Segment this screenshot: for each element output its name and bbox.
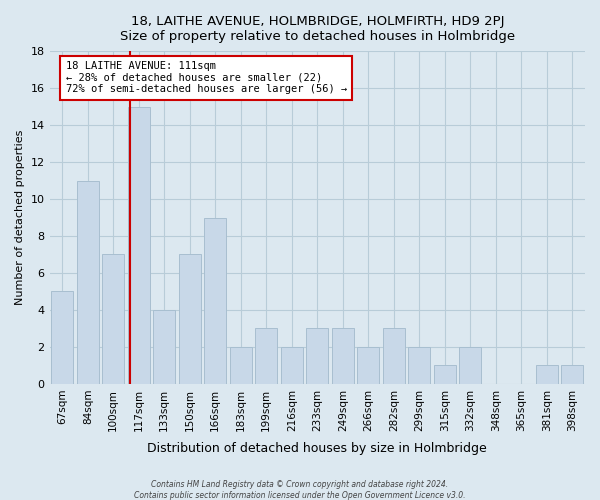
Bar bbox=[256, 328, 277, 384]
Bar bbox=[230, 347, 251, 384]
Bar bbox=[434, 366, 455, 384]
Text: 18 LAITHE AVENUE: 111sqm
← 28% of detached houses are smaller (22)
72% of semi-d: 18 LAITHE AVENUE: 111sqm ← 28% of detach… bbox=[65, 61, 347, 94]
Bar bbox=[358, 347, 379, 384]
Bar bbox=[307, 328, 328, 384]
Y-axis label: Number of detached properties: Number of detached properties bbox=[15, 130, 25, 305]
Bar bbox=[281, 347, 302, 384]
Bar bbox=[52, 292, 73, 384]
Bar bbox=[205, 218, 226, 384]
Bar bbox=[103, 254, 124, 384]
Bar bbox=[154, 310, 175, 384]
Bar bbox=[128, 106, 149, 384]
Bar bbox=[179, 254, 200, 384]
Bar bbox=[460, 347, 481, 384]
Title: 18, LAITHE AVENUE, HOLMBRIDGE, HOLMFIRTH, HD9 2PJ
Size of property relative to d: 18, LAITHE AVENUE, HOLMBRIDGE, HOLMFIRTH… bbox=[120, 15, 515, 43]
Bar bbox=[562, 366, 583, 384]
Bar bbox=[77, 180, 98, 384]
X-axis label: Distribution of detached houses by size in Holmbridge: Distribution of detached houses by size … bbox=[148, 442, 487, 455]
Text: Contains HM Land Registry data © Crown copyright and database right 2024.
Contai: Contains HM Land Registry data © Crown c… bbox=[134, 480, 466, 500]
Bar bbox=[332, 328, 353, 384]
Bar bbox=[409, 347, 430, 384]
Bar bbox=[383, 328, 404, 384]
Bar bbox=[536, 366, 557, 384]
